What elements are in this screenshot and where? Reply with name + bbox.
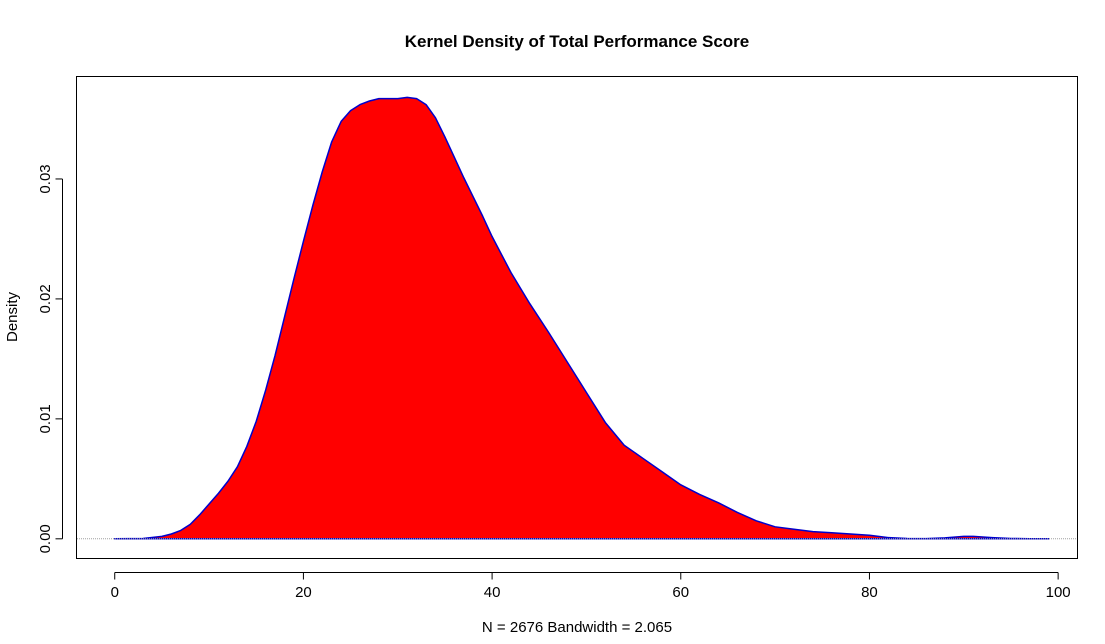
x-tick-label: 100: [1046, 584, 1071, 601]
plot-area: [77, 96, 1077, 540]
y-tick-label: 0.02: [37, 284, 54, 313]
y-axis-label: Density: [4, 291, 21, 342]
x-tick-label: 0: [111, 584, 119, 601]
x-tick-label: 80: [861, 584, 878, 601]
x-axis: 0 20 40 60 80 100: [111, 572, 1071, 601]
x-axis-label: N = 2676 Bandwidth = 2.065: [482, 619, 672, 636]
x-tick-label: 40: [484, 584, 501, 601]
chart-title: Kernel Density of Total Performance Scor…: [405, 32, 750, 51]
y-tick-label: 0.03: [37, 164, 54, 193]
x-tick-label: 60: [672, 584, 689, 601]
y-tick-label: 0.01: [37, 404, 54, 433]
density-area: [113, 96, 1050, 540]
plot-frame: [76, 76, 1078, 559]
y-axis: 0.00 0.01 0.02 0.03: [37, 164, 63, 553]
y-tick-label: 0.00: [37, 524, 54, 553]
x-tick-label: 20: [295, 584, 312, 601]
